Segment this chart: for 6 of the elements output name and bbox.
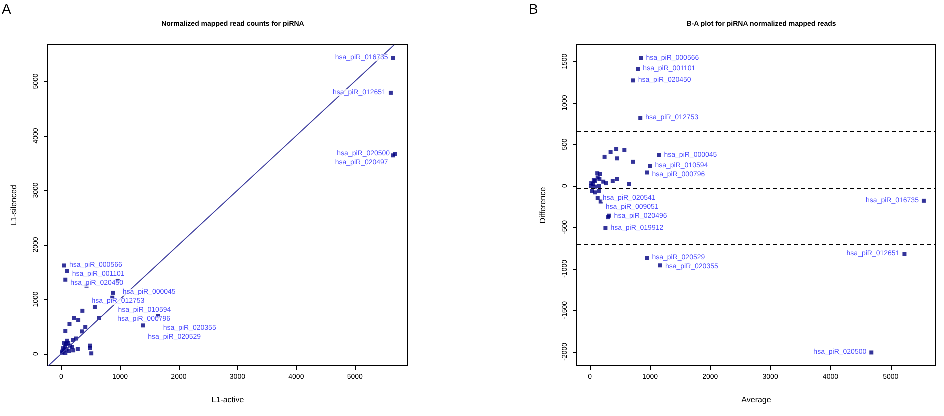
x-axis-title: L1-active: [212, 396, 245, 404]
y-axis-title: Difference: [538, 186, 548, 224]
x-axis-title: Average: [742, 396, 772, 404]
y-axis-title: L1-silenced: [10, 185, 18, 226]
text: B: [529, 1, 538, 17]
text: A: [2, 1, 12, 17]
